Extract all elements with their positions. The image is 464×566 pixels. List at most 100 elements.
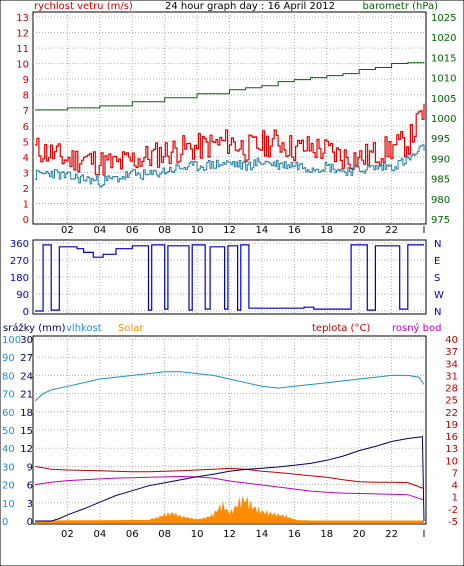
temperature-tick-label: 1 (452, 493, 458, 504)
humidity-tick-label: 40 (2, 444, 15, 455)
right-tick-label: 1005 (431, 94, 456, 105)
right-tick-label: 995 (431, 134, 450, 145)
humidity-tick-label: 70 (2, 390, 15, 401)
right-tick-label: 990 (431, 154, 450, 165)
x-tick-label: 22 (385, 225, 398, 236)
compass-label: E (434, 256, 440, 267)
barometer-line (35, 62, 425, 111)
x-tick-label: 06 (126, 225, 139, 236)
humidity-tick-label: 100 (2, 335, 21, 346)
x-tick-label: 14 (256, 225, 269, 236)
left-tick-label: 0 (23, 215, 29, 226)
temperature-label: teplota (°C) (312, 323, 370, 334)
left-tick-label: 1 (23, 199, 29, 210)
precip-tick-label: 30 (20, 335, 33, 346)
x-tick-label: 22 (385, 529, 398, 540)
x-tick-label: 20 (353, 529, 366, 540)
left-tick-label: 13 (16, 13, 29, 24)
temperature-tick-label: 31 (445, 371, 458, 382)
humidity-tick-label: 0 (2, 517, 8, 528)
left-tick-label: 7 (23, 106, 29, 117)
left-tick-label: 5 (23, 137, 29, 148)
humidity-tick-label: 30 (2, 462, 15, 473)
humidity-tick-label: 80 (2, 371, 15, 382)
solar-label: Solar (118, 323, 144, 334)
left-tick-label: 10 (16, 60, 29, 71)
right-tick-label: 980 (431, 195, 450, 206)
temperature-tick-label: 37 (445, 347, 458, 358)
x-tick-label: 04 (93, 225, 106, 236)
temperature-tick-label: -5 (448, 517, 458, 528)
temperature-tick-label: 19 (445, 420, 458, 431)
srážky-line (35, 436, 425, 522)
temperature-tick-label: 28 (445, 384, 458, 395)
x-tick-label: 04 (93, 529, 106, 540)
precip-tick-label: 27 (20, 353, 33, 364)
x-tick-label: I (423, 529, 426, 540)
teplota-line (34, 465, 425, 490)
temperature-tick-label: 4 (452, 481, 458, 492)
right-tick-label: 975 (431, 215, 450, 226)
x-tick-label: 02 (61, 529, 74, 540)
right-axis-label: barometr (hPa) (363, 1, 439, 12)
solar-area (35, 495, 424, 523)
left-tick-label: 6 (23, 122, 29, 133)
humidity-tick-label: 50 (2, 426, 15, 437)
compass-label: N (434, 307, 441, 318)
precip-tick-label: 21 (20, 390, 33, 401)
x-tick-label: 12 (223, 225, 236, 236)
temperature-tick-label: 10 (445, 456, 458, 467)
x-tick-label: 02 (61, 225, 74, 236)
dewpoint-label: rosný bod (392, 322, 441, 334)
precip-tick-label: 15 (20, 426, 33, 437)
temperature-tick-label: 22 (445, 408, 458, 419)
direction-tick-label: 180 (10, 273, 29, 284)
left-tick-label: 11 (16, 44, 29, 55)
x-tick-label: 08 (158, 225, 171, 236)
compass-label: S (434, 273, 440, 284)
precip-tick-label: 24 (20, 371, 33, 382)
temperature-tick-label: 34 (445, 359, 458, 370)
humidity-tick-label: 60 (2, 408, 15, 419)
wind-gust-line (35, 103, 425, 176)
right-tick-label: 1015 (431, 53, 456, 64)
x-tick-label: 08 (158, 529, 171, 540)
x-tick-label: 20 (353, 225, 366, 236)
left-tick-label: 2 (23, 184, 29, 195)
x-tick-label: 16 (288, 529, 301, 540)
humidity-tick-label: 10 (2, 499, 15, 510)
chart-title: 24 hour graph day : 16 April 2012 (165, 1, 335, 12)
right-tick-label: 1000 (431, 114, 456, 125)
direction-tick-label: 360 (10, 239, 29, 250)
left-tick-label: 12 (16, 29, 29, 40)
x-tick-label: 14 (256, 529, 269, 540)
left-tick-label: 4 (23, 153, 29, 164)
rosný-bod-line (34, 475, 425, 501)
precip-tick-label: 18 (20, 408, 33, 419)
compass-label: W (434, 290, 444, 301)
humidity-tick-label: 20 (2, 481, 15, 492)
precip-tick-label: 12 (20, 444, 33, 455)
humidity-tick-label: 90 (2, 353, 15, 364)
temperature-tick-label: 7 (452, 468, 458, 479)
right-tick-label: 1025 (431, 13, 456, 24)
direction-tick-label: 90 (16, 290, 29, 301)
precip-tick-label: 6 (27, 481, 33, 492)
direction-tick-label: 0 (23, 307, 29, 318)
temperature-tick-label: 13 (445, 444, 458, 455)
precip-tick-label: 9 (27, 462, 33, 473)
temperature-tick-label: 16 (445, 432, 458, 443)
precip-label: srážky (mm) (3, 322, 66, 334)
humidity-label: vlhkost (66, 323, 102, 334)
x-tick-label: 10 (191, 225, 204, 236)
compass-label: N (434, 239, 441, 250)
left-axis-label: rychlost vetru (m/s) (34, 1, 133, 12)
x-tick-label: 12 (223, 529, 236, 540)
temperature-tick-label: -2 (448, 505, 458, 516)
right-tick-label: 985 (431, 175, 450, 186)
left-tick-label: 9 (23, 75, 29, 86)
precip-tick-label: 3 (27, 499, 33, 510)
right-tick-label: 1020 (431, 33, 456, 44)
x-tick-label: I (423, 225, 426, 236)
